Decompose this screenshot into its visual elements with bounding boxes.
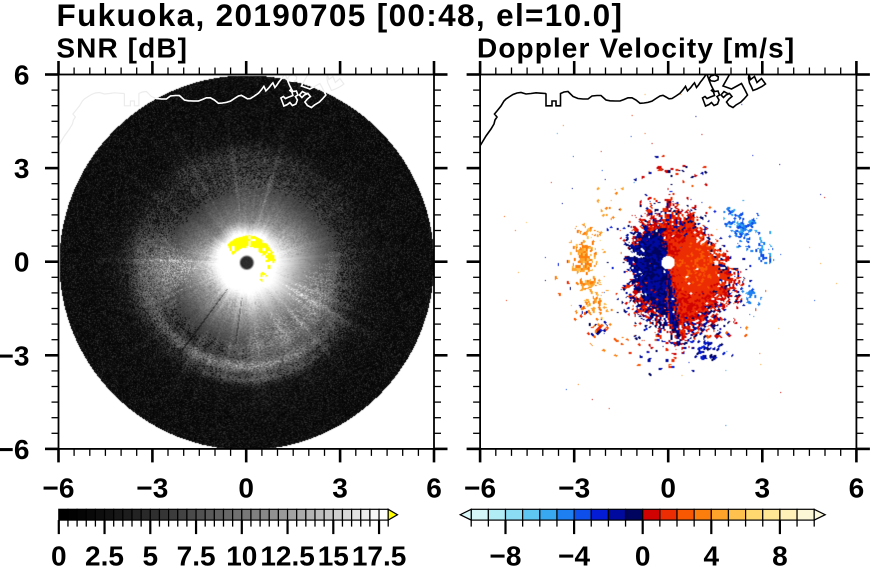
svg-text:−4: −4 — [558, 541, 590, 570]
svg-text:0: 0 — [51, 541, 67, 570]
svg-text:−3: −3 — [0, 340, 30, 371]
svg-text:−6: −6 — [464, 473, 496, 504]
svg-text:4: 4 — [704, 541, 720, 570]
svg-text:17.5: 17.5 — [352, 541, 407, 570]
svg-text:SNR [dB]: SNR [dB] — [56, 32, 188, 63]
svg-text:0: 0 — [635, 541, 651, 570]
svg-text:7.5: 7.5 — [177, 541, 216, 570]
svg-text:−6: −6 — [0, 434, 30, 465]
svg-text:3: 3 — [332, 473, 348, 504]
svg-text:2.5: 2.5 — [85, 541, 124, 570]
svg-text:0: 0 — [660, 473, 676, 504]
svg-text:3: 3 — [755, 473, 771, 504]
svg-text:12.5: 12.5 — [260, 541, 315, 570]
svg-text:−8: −8 — [490, 541, 522, 570]
svg-text:3: 3 — [14, 153, 30, 184]
svg-text:−3: −3 — [558, 473, 590, 504]
svg-text:6: 6 — [14, 60, 30, 91]
svg-text:8: 8 — [772, 541, 788, 570]
svg-text:Fukuoka, 20190705 [00:48, el=1: Fukuoka, 20190705 [00:48, el=10.0] — [57, 0, 624, 33]
svg-text:−6: −6 — [43, 473, 75, 504]
svg-text:0: 0 — [14, 247, 30, 278]
svg-text:6: 6 — [426, 473, 442, 504]
svg-text:Doppler Velocity [m/s]: Doppler Velocity [m/s] — [477, 32, 795, 63]
svg-text:10: 10 — [226, 541, 257, 570]
svg-text:−3: −3 — [136, 473, 168, 504]
svg-text:6: 6 — [849, 473, 865, 504]
svg-text:0: 0 — [238, 473, 254, 504]
svg-text:5: 5 — [143, 541, 159, 570]
svg-text:15: 15 — [318, 541, 349, 570]
